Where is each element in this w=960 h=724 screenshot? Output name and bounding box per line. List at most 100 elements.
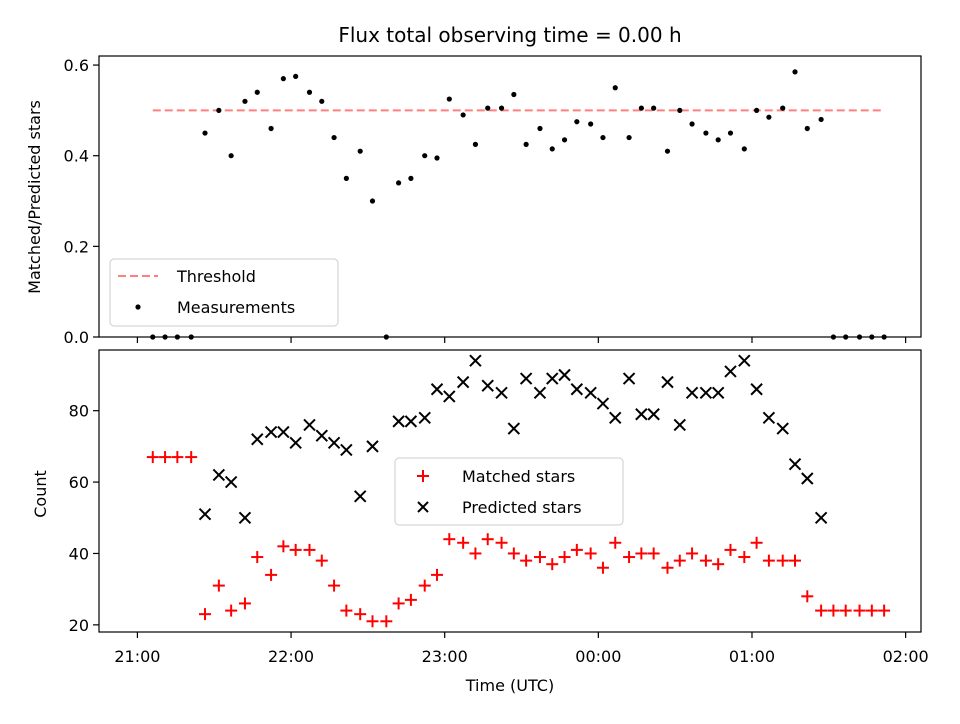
matched-star-point [212,579,225,592]
matched-star-point [815,604,828,617]
matched-star-point [623,551,636,564]
matched-star-point [712,558,725,571]
y-tick-label: 0.0 [64,328,89,347]
predicted-star-point [533,386,547,400]
measurement-point [174,334,180,340]
measurement-point [537,125,543,132]
measurement-point [703,130,709,136]
matched-star-point [225,604,238,617]
predicted-star-point [238,511,252,524]
measurement-point [498,105,505,111]
legend-ratio: Threshold Measurements [109,258,339,327]
matched-star-point [724,543,737,556]
predicted-star-point [762,411,776,425]
measurement-point [780,105,786,111]
matched-star-point [418,579,431,592]
x-tick-label: 21:00 [114,647,160,666]
predicted-stars-points [198,354,828,524]
matched-star-point [443,533,456,546]
matched-star-point [853,604,866,617]
panel-ratio: 0.0 0.2 0.4 0.6 Matched/Predicted stars Thr… [25,55,922,347]
measurement-point [188,334,194,340]
measurement-point [588,121,594,127]
predicted-star-point [801,472,814,485]
measurement-point [254,89,260,95]
measurement-point [804,125,810,132]
measurement-point [727,130,734,136]
matched-star-point [159,451,172,464]
matched-star-point [507,547,520,560]
legend-predicted-label: Predicted stars [462,498,582,517]
matched-star-point [185,451,198,464]
x-tick-label: 01:00 [729,647,775,666]
matched-star-point [380,615,393,628]
measurement-point [664,148,671,154]
matched-star-point [609,536,622,549]
legend-matched-swatch [417,470,429,482]
x-tick-label: 00:00 [575,647,621,666]
matched-star-point [750,536,763,549]
matched-star-point [251,551,264,564]
measurement-point [162,334,168,340]
y-tick-label: 0.6 [64,56,89,75]
matched-star-point [481,533,494,546]
legend-matched-label: Matched stars [462,467,575,486]
matched-star-point [277,540,290,553]
panel-count-x-ticks: 21:00 22:00 23:00 00:00 01:00 02:00 [114,632,929,666]
predicted-star-point [264,425,278,439]
legend-measurements-label: Measurements [177,298,295,317]
y-tick-label: 0.2 [64,237,89,256]
x-tick-label: 02:00 [883,647,929,666]
predicted-star-point [456,375,470,389]
measurement-point [357,148,363,154]
predicted-star-point [418,411,431,425]
predicted-star-point [788,458,802,471]
measurement-point [202,130,208,136]
panel-ratio-x-ticks [136,337,907,343]
matched-star-point [265,568,278,581]
measurement-point [754,107,760,113]
matched-star-point [546,558,559,571]
x-tick-label: 22:00 [268,647,314,666]
matched-star-point [635,547,648,560]
matched-star-point [865,604,878,617]
matched-star-point [199,608,212,621]
matched-star-point [801,590,814,603]
panel-ratio-y-ticks: 0.0 0.2 0.4 0.6 [64,56,99,347]
predicted-star-point [685,386,699,400]
predicted-star-point [584,386,597,400]
predicted-star-point [340,443,353,457]
predicted-star-point [724,365,737,378]
legend-measurements-swatch [135,304,141,310]
predicted-star-point [251,433,264,446]
measurement-point [549,146,555,152]
predicted-star-point [750,383,763,396]
predicted-star-point [519,372,533,385]
matched-star-point [495,536,508,549]
matched-star-point [431,568,444,581]
matched-star-point [738,551,751,564]
measurement-point [422,153,428,159]
matched-star-point [661,561,674,574]
predicted-star-point [392,415,405,428]
panel-ratio-y-label: Matched/Predicted stars [25,100,44,294]
predicted-star-point [776,422,789,435]
predicted-star-point [481,379,494,392]
legend-threshold-label: Threshold [176,267,256,286]
measurement-point [869,334,875,340]
matched-star-point [647,547,660,560]
matched-star-point [686,547,699,560]
measurement-point [843,334,849,340]
measurement-point [331,134,337,141]
measurement-point [856,334,863,340]
matched-star-point [596,561,609,574]
measurement-point [715,137,721,143]
predicted-star-point [198,507,212,521]
measurement-point [150,334,156,340]
measurement-point [216,107,222,113]
predicted-star-point [546,372,559,385]
matched-star-point [789,554,802,567]
measurement-point [242,98,248,104]
